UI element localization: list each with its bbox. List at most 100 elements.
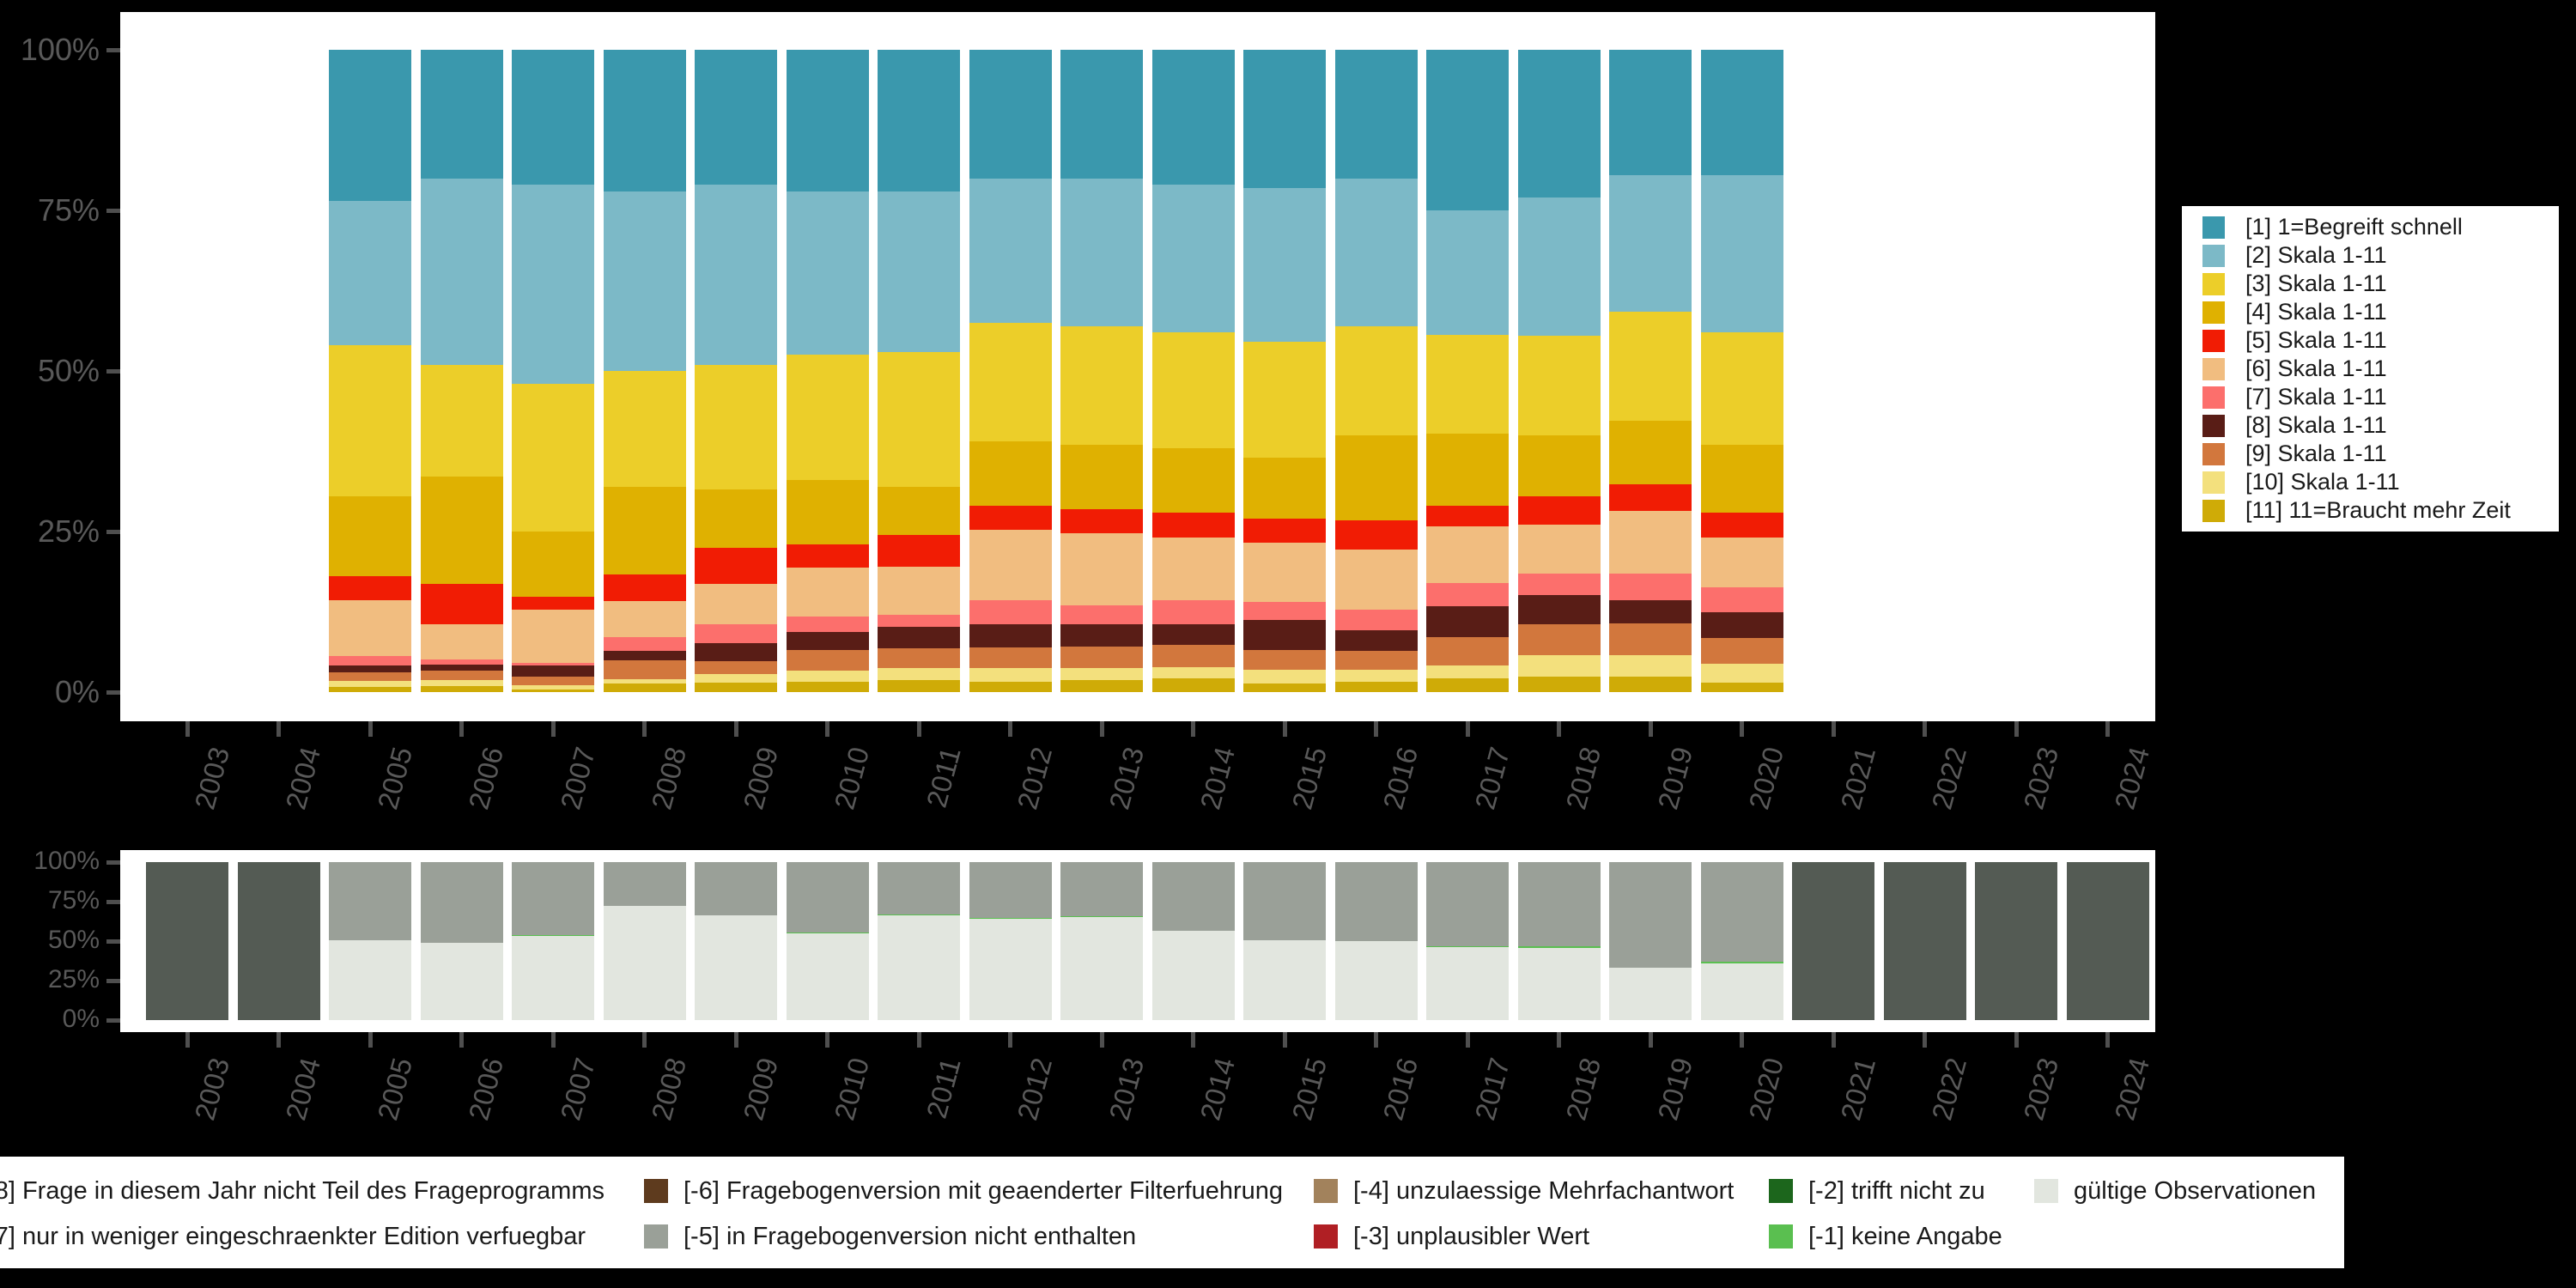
bar-segment xyxy=(878,486,960,535)
x-axis-tick-label: 2015 xyxy=(1285,744,1333,813)
bar-segment xyxy=(1060,533,1143,605)
bar-segment xyxy=(695,643,777,662)
bar-segment xyxy=(1426,210,1509,336)
y-axis-tick xyxy=(106,530,120,534)
legend-item-label: [-6] Fragebogenversion mit geaenderter F… xyxy=(683,1177,1283,1205)
x-axis-tick xyxy=(825,721,829,737)
bar-segment xyxy=(1700,962,1783,963)
stacked-bar-2007 xyxy=(512,50,594,692)
x-axis-tick-label: 2020 xyxy=(1742,744,1790,813)
bar-segment xyxy=(878,351,960,487)
bar-segment xyxy=(786,480,869,544)
x-axis-tick xyxy=(1191,721,1195,737)
bar-segment xyxy=(786,681,869,692)
x-axis-tick-label: 2017 xyxy=(1467,744,1516,813)
y-axis-tick-label: 100% xyxy=(20,31,100,67)
x-axis-tick-label: 2024 xyxy=(2108,744,2156,813)
x-axis-tick-label: 2021 xyxy=(1833,1054,1881,1124)
bar-segment xyxy=(786,933,869,1020)
bar-segment xyxy=(695,683,777,692)
bar-segment xyxy=(2066,862,2149,1020)
bar-segment xyxy=(878,615,960,627)
bar-segment xyxy=(878,668,960,681)
stacked-bar-2020 xyxy=(1700,50,1783,692)
legend-item-label: [-7] nur in weniger eingeschraenkter Edi… xyxy=(0,1223,586,1250)
bar-segment xyxy=(1243,542,1326,603)
stacked-bar-2019 xyxy=(1609,50,1692,692)
bar-segment xyxy=(1151,537,1235,600)
stacked-bar-2017 xyxy=(1426,50,1509,692)
bar-segment xyxy=(1426,526,1509,583)
bar-segment xyxy=(603,370,686,487)
bar-segment xyxy=(329,600,411,657)
bar-segment xyxy=(1334,325,1418,435)
bar-segment xyxy=(603,574,686,601)
bar-segment xyxy=(695,185,777,365)
x-axis-tick xyxy=(1831,1032,1836,1048)
bar-segment xyxy=(1700,538,1783,588)
x-axis-tick-label: 2011 xyxy=(920,1054,967,1122)
x-axis-tick-label: 2004 xyxy=(279,744,327,813)
x-axis-tick-label: 2003 xyxy=(187,1054,235,1124)
bar-segment xyxy=(878,648,960,669)
bar-segment xyxy=(1151,50,1235,185)
stacked-bar-2014 xyxy=(1151,50,1235,692)
bar-segment xyxy=(1334,681,1418,692)
stacked-bar-2011 xyxy=(878,50,960,692)
bar-segment xyxy=(420,623,503,659)
bar-segment xyxy=(1426,433,1509,507)
bar-segment xyxy=(329,656,411,665)
legend-item-label: [9] Skala 1-11 xyxy=(2245,440,2387,466)
x-axis-tick-label: 2005 xyxy=(370,1054,418,1124)
legend-item-label: [-5] in Fragebogenversion nicht enthalte… xyxy=(683,1223,1137,1250)
bar-segment xyxy=(1243,649,1326,670)
bar-segment xyxy=(420,664,503,671)
bar-segment xyxy=(420,686,503,692)
legend-item-label: [-8] Frage in diesem Jahr nicht Teil des… xyxy=(0,1177,605,1205)
bar-segment xyxy=(1151,930,1235,1020)
bar-segment xyxy=(1243,519,1326,543)
y-axis-tick-label: 25% xyxy=(47,965,100,994)
bar-segment xyxy=(1517,434,1601,496)
bar-segment xyxy=(1426,665,1509,679)
bar-segment xyxy=(1517,946,1601,948)
bar-segment xyxy=(420,477,503,584)
x-axis-tick xyxy=(1648,1032,1653,1048)
bar-segment xyxy=(786,50,869,191)
bar-segment xyxy=(1243,50,1326,188)
bar-segment xyxy=(786,631,869,651)
bar-segment xyxy=(1700,445,1783,513)
legend-item-label: [4] Skala 1-11 xyxy=(2245,299,2387,325)
legend-swatch-icon xyxy=(644,1179,668,1203)
stacked-bar-2012 xyxy=(969,862,1052,1020)
bar-segment xyxy=(420,50,503,179)
bar-segment xyxy=(1060,668,1143,681)
x-axis-tick-label: 2020 xyxy=(1742,1054,1790,1124)
bar-segment xyxy=(786,617,869,632)
bar-segment xyxy=(1609,174,1692,313)
x-axis-tick xyxy=(825,1032,829,1048)
bar-segment xyxy=(420,943,503,1020)
stacked-bar-2006 xyxy=(420,862,503,1020)
bar-segment xyxy=(603,678,686,684)
x-axis-tick-label: 2016 xyxy=(1376,1054,1425,1124)
stacked-bar-2014 xyxy=(1151,862,1235,1020)
x-axis-tick-label: 2021 xyxy=(1833,744,1881,813)
top-chart-plot-area xyxy=(120,12,2155,721)
bar-segment xyxy=(420,364,503,477)
legend-item: [1] 1=Begreift schnell xyxy=(2182,213,2559,241)
y-axis-tick-label: 50% xyxy=(37,352,100,388)
x-axis-tick-label: 2008 xyxy=(645,1054,693,1124)
bar-segment xyxy=(878,680,960,692)
bar-segment xyxy=(1060,178,1143,326)
stacked-bar-2019 xyxy=(1609,862,1692,1020)
bar-segment xyxy=(1243,683,1326,692)
stacked-bar-2024 xyxy=(2066,862,2149,1020)
bar-segment xyxy=(1426,678,1509,692)
legend-swatch-icon xyxy=(1314,1179,1338,1203)
bar-segment xyxy=(695,914,777,1020)
x-axis-tick xyxy=(459,1032,464,1048)
y-axis-tick-label: 25% xyxy=(37,513,100,549)
bar-segment xyxy=(512,676,594,685)
